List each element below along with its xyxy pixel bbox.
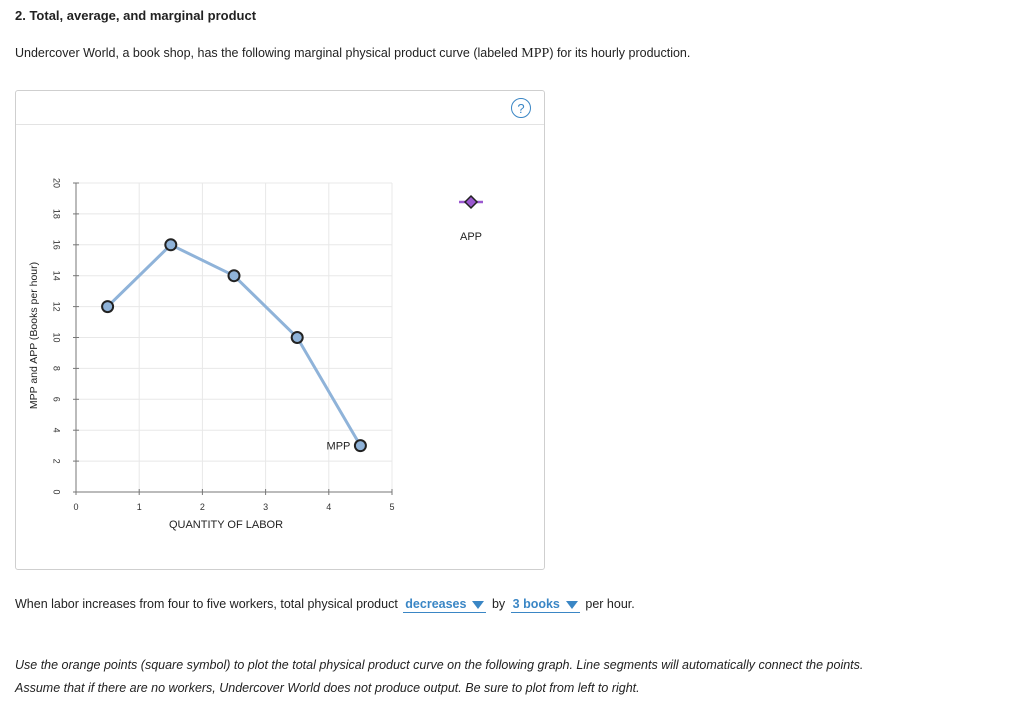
app-diamond-tool[interactable] bbox=[463, 194, 479, 210]
mpp-point[interactable] bbox=[164, 238, 178, 252]
x-tick-label: 3 bbox=[263, 502, 268, 512]
x-tick-label: 5 bbox=[389, 502, 394, 512]
sentence-suffix: per hour. bbox=[585, 597, 635, 611]
mpp-point[interactable] bbox=[290, 331, 304, 344]
y-tick-label: 6 bbox=[52, 397, 62, 402]
dropdown-arrow-icon bbox=[472, 600, 485, 609]
mpp-point[interactable] bbox=[353, 439, 367, 453]
tpp-amount-value: 3 books bbox=[512, 597, 560, 611]
sentence-prefix: When labor increases from four to five w… bbox=[15, 597, 398, 611]
y-axis-title: MPP and APP (Books per hour) bbox=[28, 262, 40, 409]
mpp-series-label: MPP bbox=[327, 441, 351, 453]
y-tick-label: 0 bbox=[52, 489, 62, 494]
y-tick-label: 4 bbox=[52, 428, 62, 433]
plot-instructions: Use the orange points (square symbol) to… bbox=[15, 658, 864, 695]
tpp-change-value: decreases bbox=[405, 597, 467, 611]
mpp-point[interactable] bbox=[227, 269, 241, 283]
y-tick-label: 18 bbox=[52, 209, 62, 219]
question-intro: Undercover World, a book shop, has the f… bbox=[15, 46, 690, 62]
y-tick-label: 20 bbox=[52, 178, 62, 188]
x-tick-label: 2 bbox=[200, 502, 205, 512]
y-tick-label: 12 bbox=[52, 302, 62, 312]
dropdown-arrow-icon bbox=[565, 600, 578, 609]
y-tick-label: 10 bbox=[52, 332, 62, 342]
x-tick-label: 1 bbox=[137, 502, 142, 512]
intro-after: ) for its hourly production. bbox=[549, 46, 691, 60]
y-tick-label: 16 bbox=[52, 240, 62, 250]
y-tick-label: 2 bbox=[52, 459, 62, 464]
question-title: 2. Total, average, and marginal product bbox=[15, 8, 257, 23]
intro-before: Undercover World, a book shop, has the f… bbox=[15, 46, 522, 60]
tpp-change-dropdown[interactable]: decreases bbox=[403, 597, 487, 613]
app-tool-label: APP bbox=[460, 231, 482, 243]
mpp-point[interactable] bbox=[101, 300, 115, 314]
y-tick-label: 8 bbox=[52, 366, 62, 371]
x-tick-label: 4 bbox=[326, 502, 331, 512]
help-icon[interactable]: ? bbox=[511, 98, 531, 118]
graph-panel: ? 0 2 4 6 8 10 12 14 16 18 20 0 1 2 3 4 5 QUANTITY OF LAB… bbox=[15, 90, 545, 570]
x-axis-title: QUANTITY OF LABOR bbox=[169, 519, 283, 531]
x-tick-label: 0 bbox=[73, 502, 78, 512]
sentence-middle: by bbox=[491, 597, 506, 611]
mpp-question-sentence: When labor increases from four to five w… bbox=[15, 597, 635, 613]
tpp-amount-dropdown[interactable]: 3 books bbox=[510, 597, 580, 613]
graph-panel-header: ? bbox=[16, 91, 544, 125]
y-tick-label: 14 bbox=[52, 271, 62, 281]
intro-mpp-term: MPP bbox=[521, 46, 550, 61]
